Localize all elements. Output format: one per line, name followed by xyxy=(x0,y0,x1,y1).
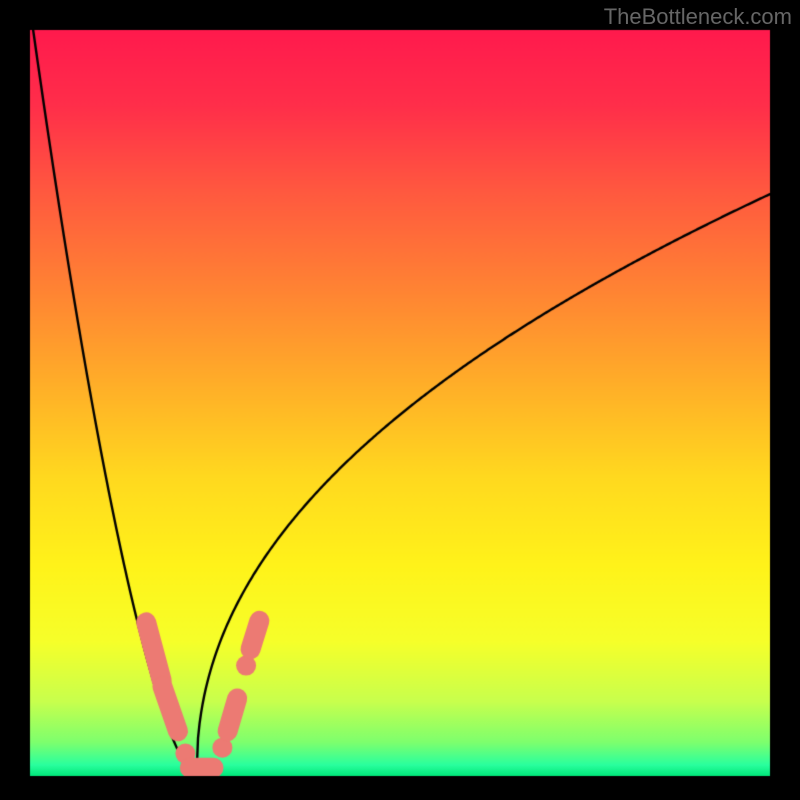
bottleneck-curve-chart xyxy=(0,0,800,800)
watermark-text: TheBottleneck.com xyxy=(604,4,792,30)
chart-container: { "canvas": { "width": 800, "height": 80… xyxy=(0,0,800,800)
